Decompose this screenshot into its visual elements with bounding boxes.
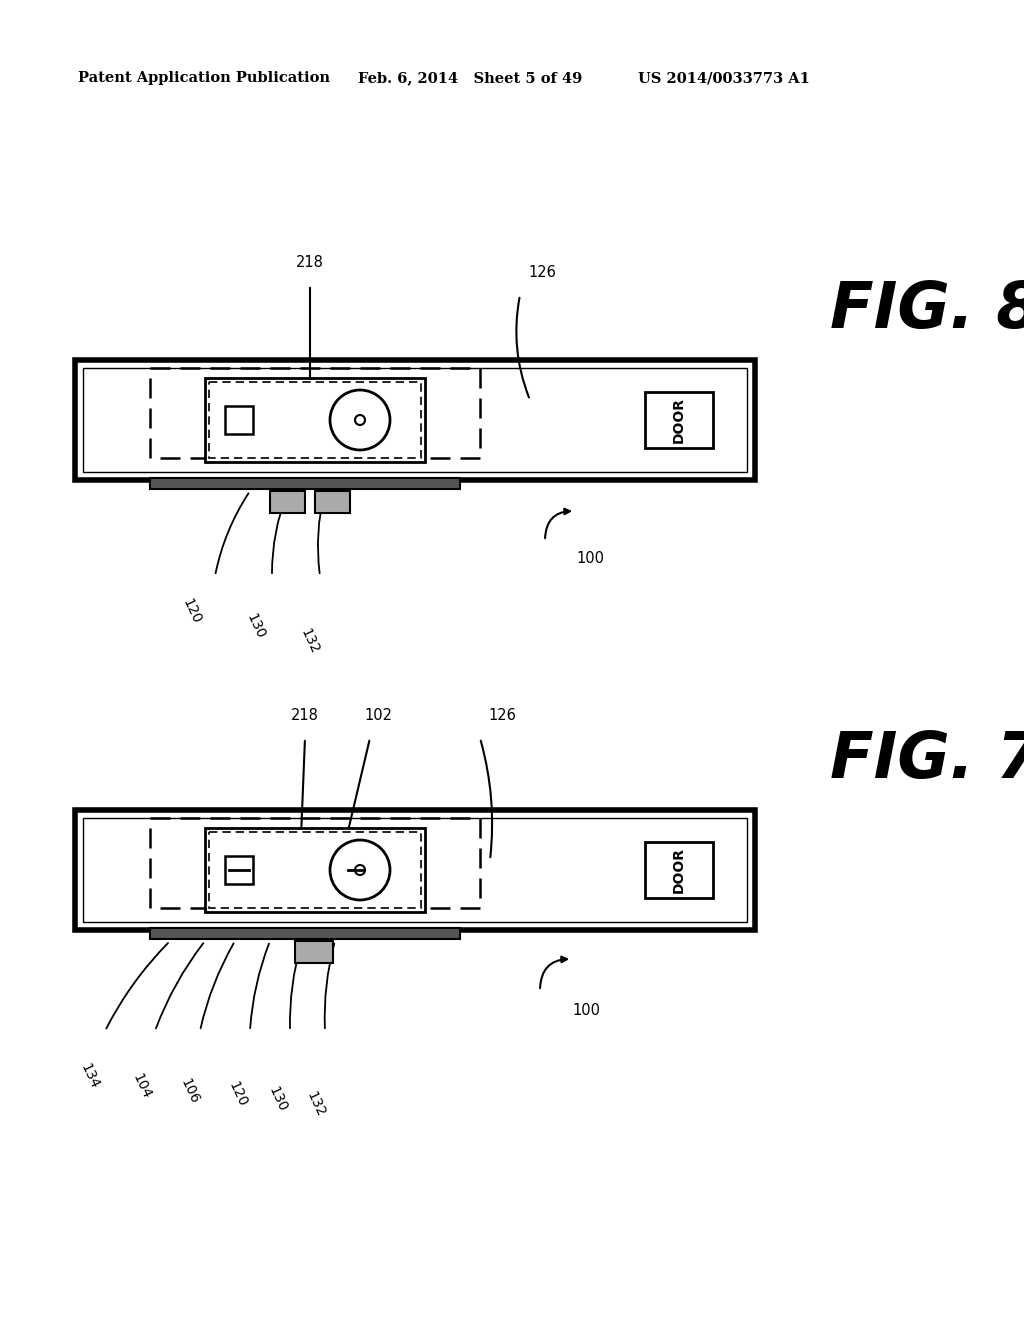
Bar <box>209 832 421 908</box>
Bar <box>645 392 713 447</box>
Bar <box>75 360 755 480</box>
Bar <box>209 381 421 458</box>
Text: DOOR: DOOR <box>672 847 686 894</box>
Text: 132: 132 <box>298 626 322 656</box>
Bar <box>83 368 746 473</box>
Text: 120: 120 <box>226 1078 250 1109</box>
Bar <box>150 818 480 908</box>
Bar <box>270 491 305 513</box>
Text: 130: 130 <box>244 611 268 640</box>
Text: US 2014/0033773 A1: US 2014/0033773 A1 <box>638 71 810 84</box>
Bar <box>83 818 746 921</box>
Bar <box>315 491 350 513</box>
Circle shape <box>355 865 365 875</box>
Circle shape <box>330 840 390 900</box>
Text: 134: 134 <box>78 1061 102 1090</box>
Bar <box>645 842 713 898</box>
Text: 126: 126 <box>528 265 556 280</box>
Text: 104: 104 <box>130 1071 154 1101</box>
Text: 218: 218 <box>296 255 324 271</box>
Bar <box>295 941 333 964</box>
Bar <box>150 928 460 939</box>
Text: FIG. 7: FIG. 7 <box>830 729 1024 791</box>
Circle shape <box>355 414 365 425</box>
Bar <box>225 855 253 884</box>
Text: Patent Application Publication: Patent Application Publication <box>78 71 330 84</box>
Bar <box>150 368 480 458</box>
Text: 218: 218 <box>291 708 318 723</box>
Text: 102: 102 <box>364 708 392 723</box>
Text: DOOR: DOOR <box>672 397 686 444</box>
Circle shape <box>330 389 390 450</box>
Text: 100: 100 <box>572 1003 600 1018</box>
Text: Feb. 6, 2014   Sheet 5 of 49: Feb. 6, 2014 Sheet 5 of 49 <box>358 71 583 84</box>
Text: 120: 120 <box>180 597 204 626</box>
Text: 126: 126 <box>488 708 516 723</box>
Bar <box>75 810 755 931</box>
Text: 100: 100 <box>575 550 604 566</box>
Text: 106: 106 <box>178 1076 202 1106</box>
Bar <box>205 378 425 462</box>
Bar <box>205 828 425 912</box>
Text: 130: 130 <box>266 1084 290 1114</box>
Bar <box>150 478 460 488</box>
Text: 132: 132 <box>304 1089 328 1119</box>
Text: FIG. 8: FIG. 8 <box>830 279 1024 341</box>
Bar <box>225 407 253 434</box>
